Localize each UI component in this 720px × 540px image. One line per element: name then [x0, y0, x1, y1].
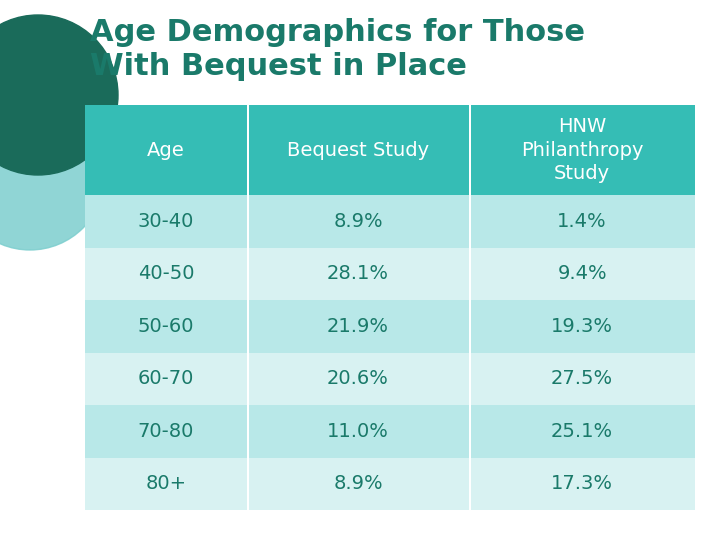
FancyBboxPatch shape — [85, 353, 247, 405]
FancyBboxPatch shape — [85, 405, 247, 457]
Circle shape — [0, 15, 118, 175]
FancyBboxPatch shape — [248, 405, 469, 457]
FancyBboxPatch shape — [248, 300, 469, 353]
FancyBboxPatch shape — [472, 353, 695, 405]
Text: 80+: 80+ — [145, 474, 186, 493]
Text: 27.5%: 27.5% — [551, 369, 613, 388]
FancyBboxPatch shape — [472, 195, 695, 247]
Text: HNW
Philanthropy
Study: HNW Philanthropy Study — [521, 117, 644, 183]
Text: 8.9%: 8.9% — [333, 474, 383, 493]
FancyBboxPatch shape — [472, 405, 695, 457]
Text: 28.1%: 28.1% — [327, 264, 389, 284]
FancyBboxPatch shape — [85, 247, 247, 300]
Text: 50-60: 50-60 — [138, 317, 194, 336]
FancyBboxPatch shape — [248, 195, 469, 247]
FancyBboxPatch shape — [85, 457, 247, 510]
Text: 1.4%: 1.4% — [557, 212, 607, 231]
FancyBboxPatch shape — [472, 300, 695, 353]
Text: Bequest Study: Bequest Study — [287, 140, 429, 159]
Text: 20.6%: 20.6% — [327, 369, 389, 388]
FancyBboxPatch shape — [472, 105, 695, 195]
Text: 30-40: 30-40 — [138, 212, 194, 231]
Text: 60-70: 60-70 — [138, 369, 194, 388]
Text: 8.9%: 8.9% — [333, 212, 383, 231]
Text: With Bequest in Place: With Bequest in Place — [90, 52, 467, 81]
Text: 40-50: 40-50 — [138, 264, 194, 284]
Text: Age: Age — [147, 140, 185, 159]
FancyBboxPatch shape — [472, 247, 695, 300]
FancyBboxPatch shape — [248, 353, 469, 405]
Text: 25.1%: 25.1% — [551, 422, 613, 441]
Text: 11.0%: 11.0% — [327, 422, 389, 441]
FancyBboxPatch shape — [472, 457, 695, 510]
FancyBboxPatch shape — [248, 457, 469, 510]
Text: Age Demographics for Those: Age Demographics for Those — [90, 18, 585, 47]
FancyBboxPatch shape — [85, 105, 247, 195]
FancyBboxPatch shape — [85, 300, 247, 353]
Text: 21.9%: 21.9% — [327, 317, 389, 336]
Circle shape — [0, 100, 105, 250]
FancyBboxPatch shape — [85, 195, 247, 247]
Text: 9.4%: 9.4% — [557, 264, 607, 284]
Text: 70-80: 70-80 — [138, 422, 194, 441]
FancyBboxPatch shape — [248, 105, 469, 195]
Text: 19.3%: 19.3% — [551, 317, 613, 336]
Text: 17.3%: 17.3% — [551, 474, 613, 493]
FancyBboxPatch shape — [248, 247, 469, 300]
